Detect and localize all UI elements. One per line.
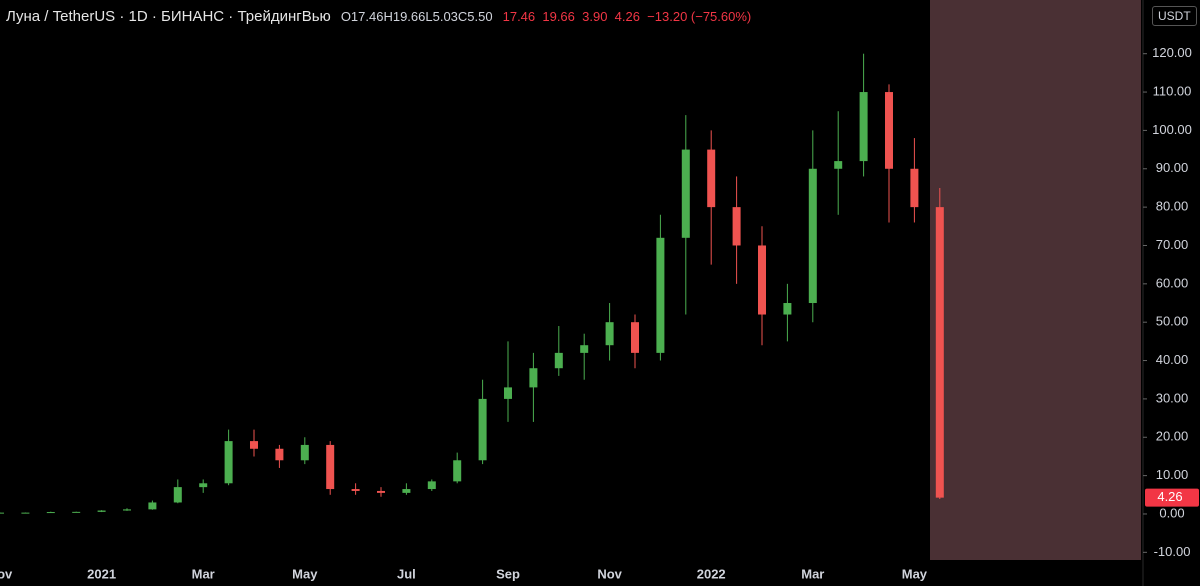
- candle-body: [46, 512, 55, 514]
- y-tick-label: 70.00: [1156, 237, 1189, 252]
- currency-badge[interactable]: USDT: [1152, 6, 1197, 26]
- y-tick-label: 10.00: [1156, 467, 1189, 482]
- ohlc-text: O17.46H19.66L5.03C5.50: [340, 9, 493, 24]
- candle-body: [300, 444, 309, 461]
- x-tick-label: 2022: [697, 566, 726, 581]
- y-tick-label: 100.00: [1152, 122, 1192, 137]
- candle-body: [758, 245, 766, 315]
- candle-body: [656, 237, 665, 353]
- candle-body: [427, 481, 436, 490]
- candle-body: [250, 441, 258, 449]
- y-tick-label: 40.00: [1156, 352, 1189, 367]
- candle-body: [808, 168, 817, 304]
- candle-body: [351, 489, 360, 491]
- candle-body: [148, 502, 157, 510]
- candle-body: [580, 345, 589, 353]
- x-tick-label: May: [292, 566, 318, 581]
- x-tick-label: May: [902, 566, 928, 581]
- x-tick-label: Sep: [496, 566, 520, 581]
- candle-body: [478, 398, 487, 461]
- candle-body: [453, 460, 462, 482]
- candle-body: [707, 149, 716, 208]
- x-tick-label: Mar: [192, 566, 215, 581]
- future-shade: [930, 0, 1141, 560]
- change-text: 17.46 19.66 3.90 4.26 −13.20 (−75.60%): [502, 9, 752, 24]
- x-tick-label: 2021: [87, 566, 116, 581]
- candle-body: [275, 448, 284, 461]
- y-tick-label: 50.00: [1156, 314, 1189, 329]
- candle-body: [504, 387, 512, 399]
- y-tick-label: 110.00: [1153, 83, 1192, 98]
- y-tick-label: 30.00: [1156, 390, 1189, 405]
- header: Луна / TetherUS · 1D · БИНАНС · Трейдинг…: [6, 7, 751, 27]
- y-tick-label: 120.00: [1152, 45, 1192, 60]
- x-tick-label: Mar: [801, 566, 824, 581]
- chart-title: Луна / TetherUS · 1D · БИНАНС · Трейдинг…: [6, 8, 331, 25]
- candle-body: [732, 207, 741, 246]
- candle-body: [834, 161, 843, 169]
- candle-body: [631, 322, 639, 353]
- candle-body: [21, 512, 30, 514]
- candle-body: [173, 487, 182, 503]
- candle-body: [224, 441, 233, 484]
- candle-body: [885, 92, 893, 169]
- candle-body: [199, 483, 208, 488]
- y-tick-label: 20.00: [1156, 429, 1189, 444]
- candle-body: [402, 489, 411, 493]
- candle-body: [97, 510, 106, 512]
- y-tick-label: 80.00: [1156, 199, 1189, 214]
- last-price-label: 4.26: [1157, 489, 1182, 504]
- x-tick-label: Jul: [397, 566, 416, 581]
- x-tick-label: Nov: [0, 566, 13, 581]
- candle-body: [72, 511, 81, 513]
- x-tick-label: Nov: [597, 566, 622, 581]
- candle-body: [783, 303, 792, 315]
- y-tick-label: -10.00: [1154, 544, 1191, 559]
- y-tick-label: 60.00: [1156, 275, 1189, 290]
- candle-body: [554, 352, 563, 369]
- candle-body: [935, 207, 944, 498]
- y-tick-label: 90.00: [1156, 160, 1189, 175]
- candle-body: [859, 92, 868, 162]
- candle-body: [910, 168, 919, 208]
- y-tick-label: 0.00: [1159, 505, 1184, 520]
- candle-body: [681, 149, 690, 238]
- candle-body: [0, 512, 4, 514]
- candle-body: [605, 322, 614, 346]
- candle-body: [123, 509, 131, 511]
- candle-body: [326, 444, 335, 490]
- last-price-badge: [1145, 488, 1199, 507]
- candle-body: [529, 368, 538, 388]
- candle-body: [377, 490, 385, 493]
